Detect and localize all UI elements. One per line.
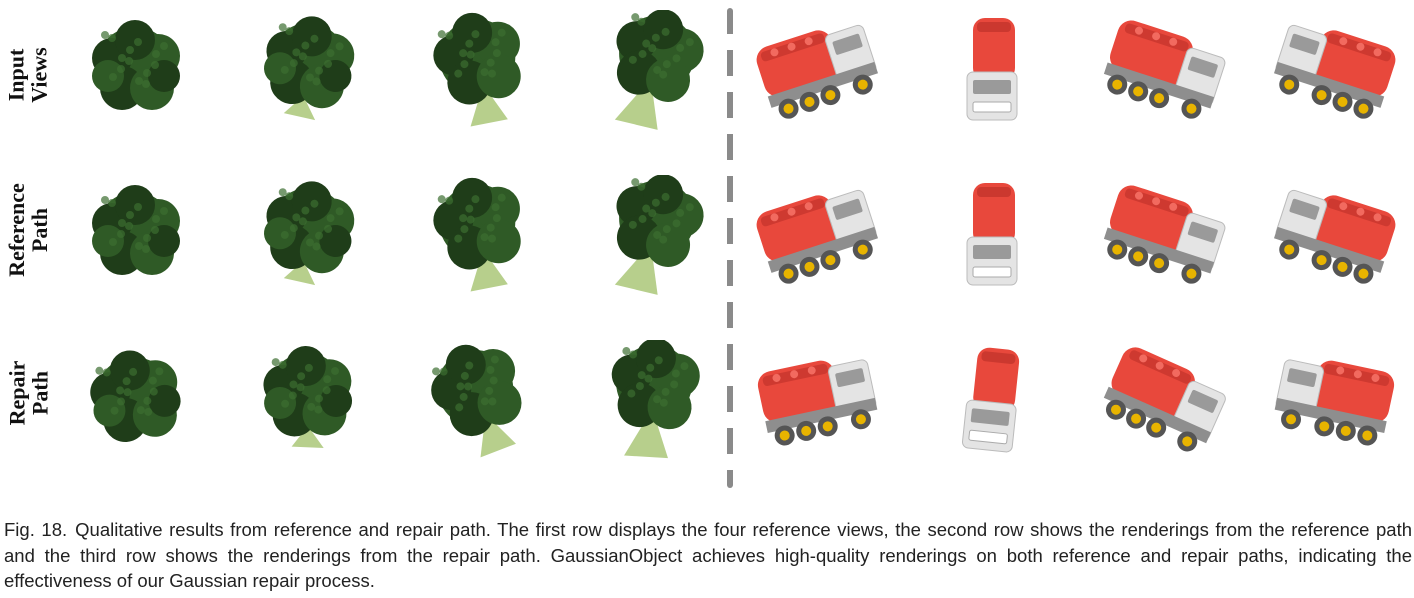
truck-render-image	[1088, 10, 1238, 130]
broccoli-render-image	[60, 175, 210, 295]
row-label-line: Path	[27, 208, 53, 253]
truck-render-image	[1260, 10, 1410, 130]
truck-render-image	[1088, 175, 1238, 295]
truck-render-image	[915, 175, 1065, 295]
truck-render-image	[742, 10, 892, 130]
row-label-reference-path: Reference Path	[0, 155, 56, 305]
row-label-line: Views	[27, 47, 52, 103]
truck-render-image	[742, 340, 892, 460]
broccoli-render-image	[405, 340, 555, 460]
broccoli-render-image	[405, 10, 555, 130]
truck-render-image	[1260, 175, 1410, 295]
broccoli-render-image	[232, 340, 382, 460]
row-label-line: Path	[27, 371, 53, 416]
figure-number: Fig. 18.	[4, 519, 68, 540]
row-label-line: Reference	[4, 183, 30, 277]
truck-render-image	[915, 10, 1065, 130]
truck-render-image	[1088, 340, 1238, 460]
row-label-repair-path: Repair Path	[0, 318, 56, 468]
dashed-divider	[727, 8, 733, 488]
broccoli-render-image	[578, 340, 728, 460]
truck-render-image	[915, 340, 1065, 460]
broccoli-render-image	[405, 175, 555, 295]
truck-render-image	[742, 175, 892, 295]
row-label-line: Input	[4, 48, 29, 102]
broccoli-render-image	[232, 10, 382, 130]
broccoli-render-image	[60, 10, 210, 130]
row-label-input-views: Input Views	[0, 0, 56, 150]
broccoli-render-image	[232, 175, 382, 295]
broccoli-render-image	[578, 10, 728, 130]
row-label-line: Repair	[4, 360, 30, 426]
broccoli-render-image	[578, 175, 728, 295]
broccoli-render-image	[60, 340, 210, 460]
truck-render-image	[1260, 340, 1410, 460]
caption-text: Qualitative results from reference and r…	[4, 519, 1412, 591]
figure-caption: Fig. 18. Qualitative results from referen…	[4, 517, 1412, 594]
